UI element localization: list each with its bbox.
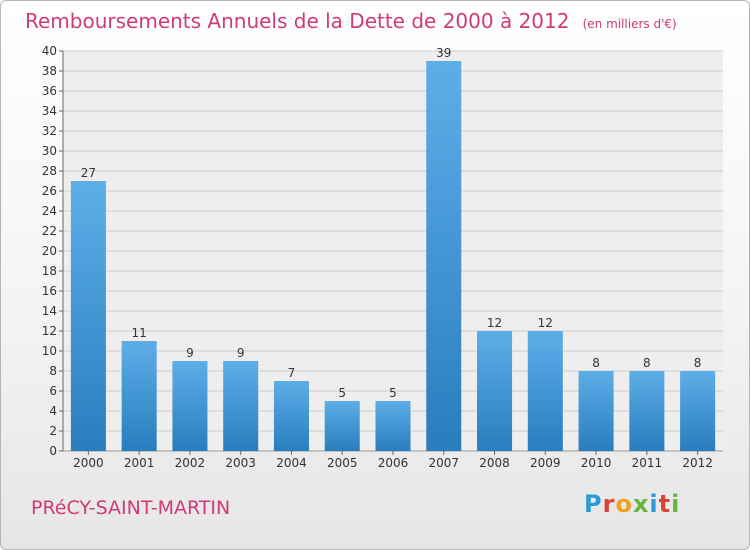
logo-letter: i [649,490,659,518]
logo-letter: x [632,490,650,518]
bar-2011[interactable] [629,371,665,451]
y-tick-label: 4 [49,404,57,418]
y-tick-label: 40 [42,44,57,58]
x-tick-label-2003: 2003 [225,456,256,470]
data-labels: 27 11 9 9 7 5 5 39 12 12 8 8 8 [81,46,702,400]
logo-letter: P [584,490,603,518]
y-tick-label: 18 [42,264,57,278]
data-label-2002: 9 [186,346,194,360]
chart-unit: (en milliers d'€) [582,17,677,31]
x-axis-ticks: 2000 2001 2002 2003 2004 2005 2006 2007 2008 2009… [73,451,713,470]
data-label-2000: 27 [81,166,96,180]
x-tick-label-2007: 2007 [428,456,459,470]
y-tick-label: 20 [42,244,57,258]
data-label-2007: 39 [436,46,451,60]
data-label-2011: 8 [643,356,651,370]
bar-2009[interactable] [527,331,563,451]
x-tick-label-2005: 2005 [327,456,358,470]
data-label-2012: 8 [694,356,702,370]
bar-2000[interactable] [70,181,106,451]
bar-2005[interactable] [324,401,360,451]
data-label-2003: 9 [237,346,245,360]
chart-title-block: Remboursements Annuels de la Dette de 20… [25,9,677,33]
x-tick-label-2001: 2001 [124,456,155,470]
proxiti-logo[interactable]: Proxiti [584,490,680,518]
y-tick-label: 8 [49,364,57,378]
data-label-2004: 7 [288,366,296,380]
y-tick-label: 26 [42,184,57,198]
y-tick-label: 38 [42,64,57,78]
y-tick-label: 24 [42,204,57,218]
x-tick-label-2000: 2000 [73,456,104,470]
x-tick-label-2009: 2009 [530,456,561,470]
x-tick-label-2012: 2012 [682,456,713,470]
logo-letter: o [615,490,633,518]
data-label-2001: 11 [132,326,147,340]
chart-title: Remboursements Annuels de la Dette de 20… [25,9,570,33]
y-tick-label: 28 [42,164,57,178]
x-tick-label-2006: 2006 [378,456,409,470]
data-label-2009: 12 [538,316,553,330]
bar-2003[interactable] [223,361,259,451]
y-tick-label: 30 [42,144,57,158]
bar-2002[interactable] [172,361,208,451]
bar-2004[interactable] [273,381,309,451]
bar-2010[interactable] [578,371,614,451]
y-tick-label: 6 [49,384,57,398]
y-tick-label: 36 [42,84,57,98]
bar-2006[interactable] [375,401,411,451]
x-tick-label-2002: 2002 [175,456,206,470]
x-tick-label-2011: 2011 [632,456,663,470]
y-tick-label: 34 [42,104,57,118]
bar-2008[interactable] [477,331,513,451]
bars [70,61,716,451]
y-tick-label: 14 [42,304,57,318]
y-tick-label: 32 [42,124,57,138]
logo-letter: r [602,490,616,518]
commune-name: PRéCY-SAINT-MARTIN [31,497,231,519]
y-tick-label: 0 [49,444,57,458]
logo-letter: t [658,490,672,518]
y-tick-label: 12 [42,324,57,338]
y-tick-label: 16 [42,284,57,298]
logo-letter: i [671,490,681,518]
y-tick-label: 10 [42,344,57,358]
bar-2012[interactable] [680,371,716,451]
data-label-2008: 12 [487,316,502,330]
data-label-2005: 5 [338,386,346,400]
y-tick-label: 2 [49,424,57,438]
data-label-2010: 8 [592,356,600,370]
bar-2001[interactable] [121,341,157,451]
x-tick-label-2004: 2004 [276,456,307,470]
x-tick-label-2008: 2008 [479,456,510,470]
bar-2007[interactable] [426,61,462,451]
y-tick-label: 22 [42,224,57,238]
data-label-2006: 5 [389,386,397,400]
x-tick-label-2010: 2010 [581,456,612,470]
